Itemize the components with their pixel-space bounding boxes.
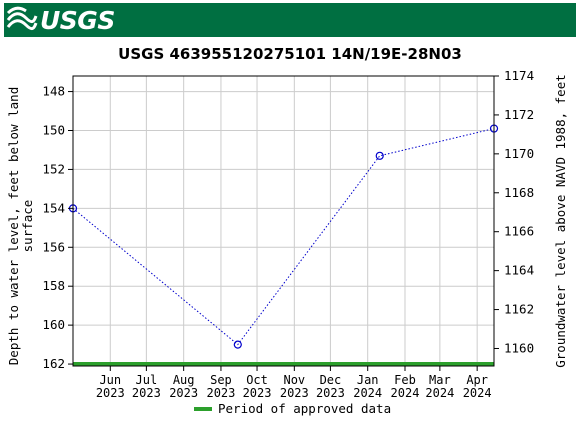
x-tick-label-year: 2023 bbox=[132, 386, 161, 400]
left-tick-label: 154 bbox=[42, 200, 65, 215]
x-tick-label-year: 2024 bbox=[425, 386, 454, 400]
x-tick-label-year: 2024 bbox=[463, 386, 492, 400]
x-tick-label-year: 2023 bbox=[316, 386, 345, 400]
left-tick-label: 148 bbox=[42, 84, 65, 99]
left-tick-label: 156 bbox=[42, 239, 65, 254]
x-tick-label-month: Mar bbox=[429, 373, 451, 387]
legend-label: Period of approved data bbox=[218, 401, 391, 416]
x-tick-label-month: Jul bbox=[136, 373, 158, 387]
usgs-logo[interactable]: USGS bbox=[6, 5, 115, 35]
x-tick-label-year: 2023 bbox=[96, 386, 125, 400]
right-tick-label: 1168 bbox=[504, 185, 534, 200]
series-line bbox=[72, 128, 495, 346]
left-tick-label: 162 bbox=[42, 356, 65, 371]
left-axis-label-line: surface bbox=[20, 200, 35, 253]
x-tick-label-month: Jan bbox=[357, 373, 379, 387]
x-tick-label-month: Oct bbox=[246, 373, 268, 387]
x-tick-label-year: 2023 bbox=[243, 386, 272, 400]
legend: Period of approved data bbox=[194, 401, 391, 416]
data-point bbox=[233, 340, 242, 349]
usgs-header-bar: USGS bbox=[4, 3, 576, 37]
right-axis-label: Groundwater level above NAVD 1988, feet bbox=[553, 74, 568, 368]
right-axis: 1160 1162 1164 1166 1168 1170 1172 1174 bbox=[494, 68, 534, 355]
x-tick-label-month: Feb bbox=[394, 373, 416, 387]
left-tick-label: 152 bbox=[42, 161, 65, 176]
x-tick-label-month: Apr bbox=[466, 373, 488, 387]
left-tick-label: 150 bbox=[42, 122, 65, 137]
left-axis: 148 150 152 154 156 158 160 162 bbox=[42, 84, 73, 371]
right-tick-label: 1164 bbox=[504, 263, 534, 278]
plot-frame bbox=[72, 75, 495, 367]
left-axis-label-text: Depth to water level, feet below landsur… bbox=[6, 87, 35, 365]
x-tick-label-month: Dec bbox=[320, 373, 342, 387]
x-tick-label-year: 2023 bbox=[206, 386, 235, 400]
right-tick-label: 1172 bbox=[504, 107, 534, 122]
series-layer bbox=[68, 124, 499, 349]
x-tick-label-month: Jun bbox=[99, 373, 121, 387]
left-tick-label: 160 bbox=[42, 317, 65, 332]
right-tick-label: 1174 bbox=[504, 68, 534, 83]
x-tick-label-year: 2024 bbox=[353, 386, 382, 400]
x-tick-label-year: 2023 bbox=[169, 386, 198, 400]
x-tick-label-month: Sep bbox=[210, 373, 232, 387]
right-tick-label: 1166 bbox=[504, 224, 534, 239]
data-point bbox=[375, 151, 384, 160]
right-tick-label: 1160 bbox=[504, 340, 534, 355]
x-tick-label-year: 2023 bbox=[280, 386, 309, 400]
left-axis-label-line: Depth to water level, feet below land bbox=[6, 87, 21, 365]
x-tick-label-year: 2024 bbox=[391, 386, 420, 400]
right-tick-label: 1162 bbox=[504, 302, 534, 317]
usgs-wave-icon bbox=[6, 6, 38, 31]
left-axis-label: Depth to water level, feet below landsur… bbox=[6, 87, 35, 365]
usgs-logo-text: USGS bbox=[40, 6, 115, 35]
x-axis: Jun2023Jul2023Aug2023Sep2023Oct2023Nov20… bbox=[96, 366, 492, 400]
x-tick-label-month: Nov bbox=[283, 373, 305, 387]
x-tick-label-month: Aug bbox=[173, 373, 195, 387]
chart-title: USGS 463955120275101 14N/19E-28N03 bbox=[118, 45, 462, 63]
plot-grid bbox=[73, 76, 494, 366]
right-tick-label: 1170 bbox=[504, 146, 534, 161]
left-tick-label: 158 bbox=[42, 278, 65, 293]
